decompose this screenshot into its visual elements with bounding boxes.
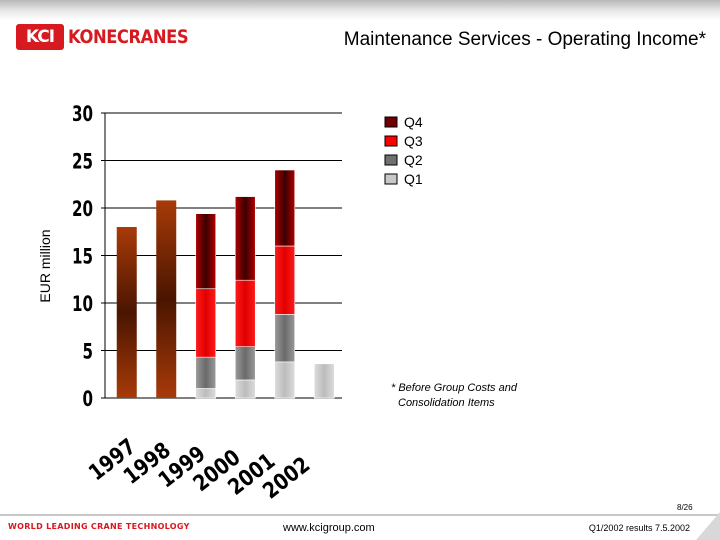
- konecranes-logo: KCI KONECRANES: [16, 24, 208, 50]
- bar-q4-2001: [274, 169, 296, 247]
- bar-q3-2001: [274, 245, 296, 315]
- legend-label-q3: Q3: [404, 133, 423, 149]
- page-title: Maintenance Services - Operating Income*: [343, 29, 706, 50]
- legend: Q4 Q3 Q2 Q1: [384, 114, 423, 187]
- y-tick-label: 10: [72, 293, 93, 317]
- footnote-line1: * Before Group Costs and: [391, 382, 517, 394]
- footer-divider: [0, 514, 720, 516]
- legend-swatch-q2: [384, 154, 398, 166]
- legend-swatch-q4: [384, 116, 398, 128]
- legend-label-q2: Q2: [404, 152, 423, 168]
- footer-tagline: WORLD LEADING CRANE TECHNOLOGY: [8, 522, 190, 531]
- legend-swatch-q1: [384, 173, 398, 185]
- y-axis-ticks: 0 5 10 15 20 25 30: [72, 103, 93, 412]
- y-tick-label: 30: [72, 103, 93, 127]
- bar-q2-2000: [234, 346, 256, 381]
- legend-label-q1: Q1: [404, 171, 423, 187]
- bar-q2-1999: [195, 356, 217, 389]
- y-axis-label: EUR million: [37, 229, 53, 302]
- footnote: * Before Group Costs and Consolidation I…: [391, 381, 517, 411]
- y-tick-label: 20: [72, 198, 93, 222]
- bar-q4-2000: [234, 196, 256, 281]
- page-corner-decoration: [696, 512, 720, 540]
- bars: [116, 169, 335, 399]
- page-number: 8/26: [677, 503, 693, 512]
- bar-q1-1999: [195, 388, 217, 399]
- y-tick-label: 15: [72, 245, 93, 269]
- logo-wordmark: KONECRANES: [68, 26, 189, 48]
- bar-q1-2000: [234, 379, 256, 399]
- bar-q2-2001: [274, 314, 296, 363]
- bar-q1-2002: [313, 363, 335, 399]
- y-tick-label: 25: [72, 150, 93, 174]
- gridlines: [101, 112, 342, 399]
- y-tick-label: 0: [82, 388, 93, 412]
- bar-q3-2000: [234, 279, 256, 348]
- top-gradient-band: [0, 0, 720, 20]
- kci-logo-mark: KCI: [16, 24, 64, 50]
- footer-url-link[interactable]: www.kcigroup.com: [283, 522, 375, 534]
- footer-date: Q1/2002 results 7.5.2002: [588, 523, 690, 533]
- y-tick-label: 5: [82, 340, 93, 364]
- legend-label-q4: Q4: [404, 114, 423, 130]
- bar-q3-1999: [195, 288, 217, 358]
- bar-q4-1999: [195, 213, 217, 290]
- bar-annual-1997: [116, 227, 137, 398]
- legend-swatch-q3: [384, 135, 398, 147]
- bar-annual-1998: [156, 200, 177, 398]
- bar-q1-2001: [274, 361, 296, 399]
- footnote-line2: Consolidation Items: [398, 397, 495, 409]
